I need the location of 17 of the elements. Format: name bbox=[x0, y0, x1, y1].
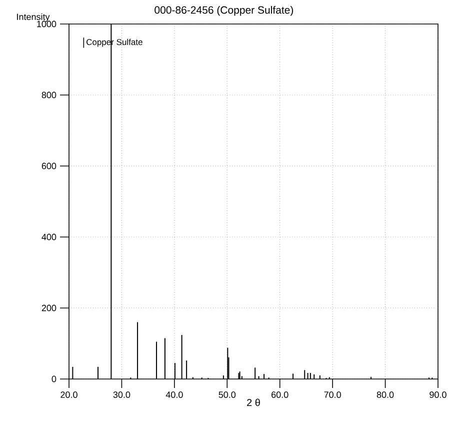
chart-title: 000-86-2456 (Copper Sulfate) bbox=[154, 6, 294, 16]
x-tick-label: 60.0 bbox=[272, 392, 288, 398]
y-tick-label: 800 bbox=[42, 92, 56, 98]
x-tick-label: 50.0 bbox=[218, 392, 236, 398]
x-tick-label: 20.0 bbox=[60, 392, 78, 398]
y-tick-label: 400 bbox=[42, 234, 56, 240]
x-tick-label: 70.0 bbox=[324, 392, 341, 398]
y-tick-label: 0 bbox=[52, 376, 56, 382]
y-axis-title: Intensity bbox=[17, 13, 50, 22]
y-tick-label: 200 bbox=[42, 304, 56, 312]
x-tick-label: 40.0 bbox=[166, 392, 183, 398]
y-tick-label: 600 bbox=[42, 162, 56, 170]
x-tick-label: 30.0 bbox=[113, 392, 130, 398]
y-tick-label: 1000 bbox=[37, 20, 56, 28]
x-axis-title: 2 θ bbox=[247, 398, 260, 406]
x-tick-label: 80.0 bbox=[376, 392, 394, 398]
x-tick-label: 90.0 bbox=[430, 392, 446, 398]
